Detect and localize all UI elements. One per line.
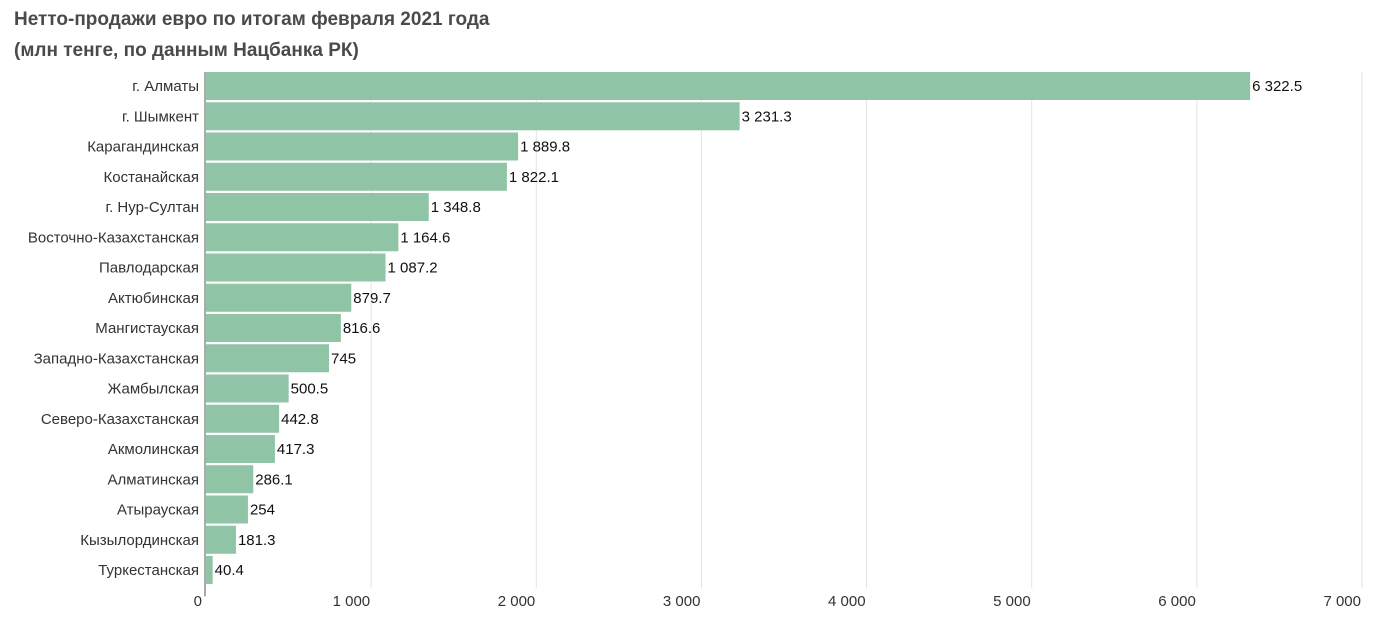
value-label: 3 231.3 [742, 108, 792, 125]
bar [206, 102, 740, 131]
bar [206, 344, 330, 373]
category-label: Павлодарская [99, 260, 199, 277]
value-label: 40.4 [215, 562, 244, 579]
category-label: Западно-Казахстанская [34, 350, 199, 367]
x-tick-label: 2 000 [498, 593, 536, 610]
category-label: Карагандинская [87, 139, 199, 156]
chart-title-block: Нетто-продажи евро по итогам февраля 202… [14, 4, 490, 66]
category-label: г. Алматы [132, 78, 199, 95]
bar [206, 72, 1251, 100]
x-tick-label: 7 000 [1323, 593, 1361, 610]
bar [206, 435, 275, 463]
category-label: Костанайская [104, 169, 200, 186]
category-label: г. Шымкент [122, 108, 199, 125]
category-label: г. Нур-Султан [105, 199, 199, 216]
chart-title: Нетто-продажи евро по итогам февраля 202… [14, 9, 490, 30]
value-label: 254 [250, 502, 275, 519]
category-label: Жамбылская [108, 381, 200, 398]
category-label: Восточно-Казахстанская [28, 229, 199, 246]
bar [206, 556, 213, 584]
x-tick-label: 3 000 [663, 593, 701, 610]
bar [206, 525, 236, 554]
value-label: 816.6 [343, 320, 381, 337]
bar [206, 465, 254, 494]
value-label: 286.1 [255, 471, 293, 488]
category-label: Кызылординская [80, 532, 199, 549]
value-label: 1 348.8 [431, 199, 481, 216]
value-label: 745 [331, 350, 356, 367]
chart-subtitle: (млн тенге, по данным Нацбанка РК) [14, 40, 359, 61]
category-label: Актюбинская [108, 290, 199, 307]
bar [206, 253, 386, 282]
bar [206, 495, 248, 524]
bar [206, 314, 341, 342]
x-tick-label: 5 000 [993, 593, 1031, 610]
bar [206, 283, 352, 312]
x-tick-label: 4 000 [828, 593, 866, 610]
value-label: 442.8 [281, 411, 319, 428]
category-label: Северо-Казахстанская [41, 411, 199, 428]
value-label: 1 889.8 [520, 139, 570, 156]
category-label: Атырауская [117, 502, 199, 519]
value-label: 879.7 [353, 290, 391, 307]
value-label: 181.3 [238, 532, 276, 549]
bar [206, 132, 519, 161]
x-tick-label: 6 000 [1158, 593, 1196, 610]
value-label: 1 822.1 [509, 169, 559, 186]
x-tick-label: 0 [194, 593, 202, 610]
bar [206, 404, 280, 433]
category-label: Мангистауская [95, 320, 199, 337]
value-label: 417.3 [277, 441, 315, 458]
category-label: Туркестанская [98, 562, 199, 579]
category-label: Акмолинская [108, 441, 199, 458]
bar [206, 374, 289, 403]
category-label: Алматинская [108, 471, 199, 488]
value-label: 1 164.6 [400, 229, 450, 246]
value-label: 500.5 [291, 381, 329, 398]
bar [206, 223, 399, 252]
value-label: 1 087.2 [388, 260, 438, 277]
bar [206, 193, 429, 221]
bar [206, 162, 507, 191]
x-tick-label: 1 000 [333, 593, 371, 610]
value-label: 6 322.5 [1252, 78, 1302, 95]
